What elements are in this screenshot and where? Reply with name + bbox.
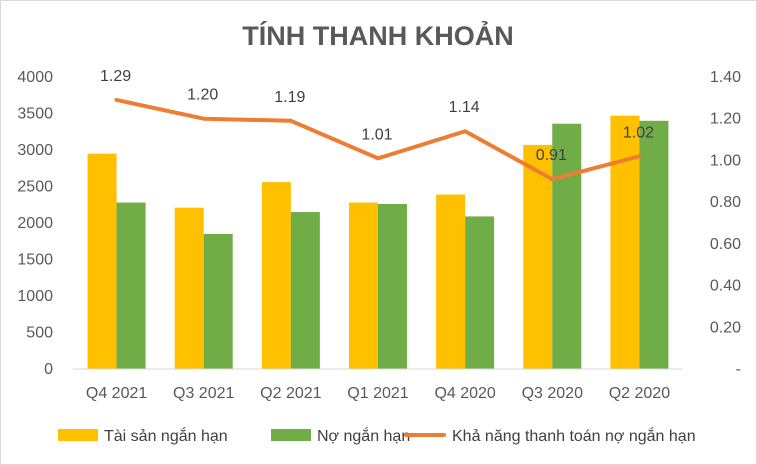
y-left-tick-label: 1000: [17, 288, 53, 305]
bar-tai-san-ngan-han: [261, 182, 291, 369]
legend-swatch: [58, 429, 98, 441]
bar-tai-san-ngan-han: [436, 194, 466, 369]
y-left-tick-label: 4000: [17, 69, 53, 86]
x-tick-label: Q1 2021: [347, 385, 408, 402]
y-right-tick-label: 0.40: [710, 278, 741, 295]
line-layer: [114, 97, 642, 182]
y-right-tick-label: 0.60: [710, 236, 741, 253]
data-label: 1.01: [361, 126, 392, 143]
bar-no-ngan-han: [639, 120, 669, 369]
line-kha-nang-thanh-toan: [114, 97, 642, 182]
bar-tai-san-ngan-han: [87, 153, 117, 369]
x-tick-label: Q2 2020: [609, 385, 670, 402]
y-left-tick-label: 2000: [17, 215, 53, 232]
x-tick-label: Q3 2021: [173, 385, 234, 402]
data-label: 1.20: [187, 87, 218, 104]
ticks-layer: 0 500 1000 1500 2000 2500 3000 3500 4000 - 0.20 0.4…: [17, 69, 741, 402]
y-right-tick-label: 1.00: [710, 152, 741, 169]
legend-label: Nợ ngắn hạn: [317, 426, 410, 445]
bar-no-ngan-han: [290, 212, 320, 369]
y-left-tick-label: 3500: [17, 106, 53, 123]
data-label: 1.14: [449, 99, 480, 116]
data-label: 1.19: [274, 89, 305, 106]
legend-label: Khả năng thanh toán nợ ngắn hạn: [452, 426, 696, 445]
bar-no-ngan-han: [465, 216, 495, 369]
data-labels-layer: 1.29 1.20 1.19 1.01 1.14 0.91 1.02: [100, 68, 654, 164]
legend-label: Tài sản ngắn hạn: [104, 426, 228, 445]
chart-title: TÍNH THANH KHOẢN: [242, 19, 513, 51]
data-label: 0.91: [536, 147, 567, 164]
bar-no-ngan-han: [552, 123, 582, 369]
y-left-tick-label: 500: [26, 325, 53, 342]
bar-tai-san-ngan-han: [523, 144, 553, 369]
y-right-tick-label: 1.20: [710, 111, 741, 128]
bar-no-ngan-han: [203, 233, 233, 369]
y-right-tick-label: 1.40: [710, 69, 741, 86]
bar-no-ngan-han: [116, 202, 146, 369]
bar-tai-san-ngan-han: [349, 202, 378, 369]
data-label: 1.02: [623, 124, 654, 141]
bar-tai-san-ngan-han: [174, 207, 204, 369]
y-left-tick-label: 0: [44, 361, 53, 378]
x-tick-label: Q2 2021: [260, 385, 321, 402]
bar-tai-san-ngan-han: [610, 115, 640, 369]
bars-layer: [87, 115, 669, 369]
x-tick-label: Q4 2021: [86, 385, 147, 402]
y-left-tick-label: 2500: [17, 179, 53, 196]
y-right-tick-label: 0.80: [710, 194, 741, 211]
data-label: 1.29: [100, 68, 131, 85]
x-tick-label: Q3 2020: [522, 385, 583, 402]
x-tick-label: Q4 2020: [434, 385, 495, 402]
legend: Tài sản ngắn hạn Nợ ngắn hạn Khả năng than…: [58, 426, 696, 445]
y-left-tick-label: 1500: [17, 252, 53, 269]
y-right-tick-label: -: [736, 361, 741, 378]
y-left-tick-label: 3000: [17, 142, 53, 159]
legend-swatch: [271, 429, 311, 441]
y-right-tick-label: 0.20: [710, 319, 741, 336]
bar-no-ngan-han: [378, 204, 407, 369]
